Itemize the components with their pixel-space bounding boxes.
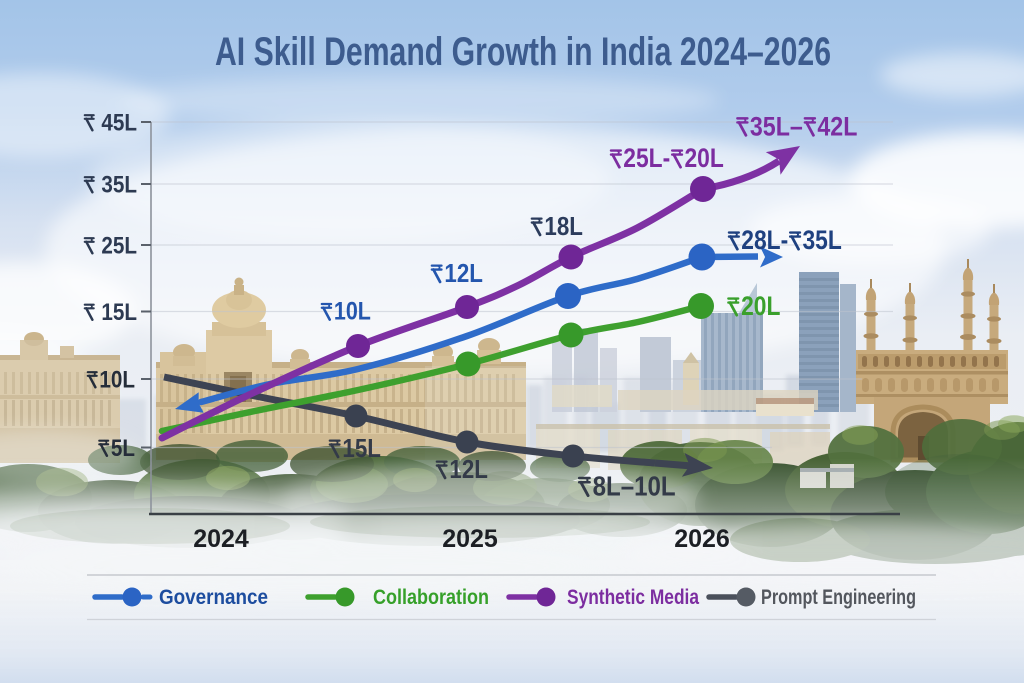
svg-text:Governance: Governance <box>159 586 268 609</box>
svg-text:5L: 5L <box>111 435 135 462</box>
svg-text:15L: 15L <box>342 433 381 463</box>
svg-text:42L: 42L <box>817 111 857 141</box>
svg-text:25L-: 25L- <box>623 143 670 173</box>
svg-text:10L: 10L <box>334 298 371 326</box>
svg-text:20L: 20L <box>685 143 724 173</box>
svg-text:15L: 15L <box>101 299 137 326</box>
svg-text:AI Skill Demand Growth in Indi: AI Skill Demand Growth in India 2024–202… <box>215 30 831 74</box>
svg-text:25L: 25L <box>101 232 137 259</box>
svg-text:10L: 10L <box>99 366 135 393</box>
svg-text:2025: 2025 <box>442 525 498 553</box>
svg-text:35L: 35L <box>803 225 842 255</box>
svg-text:12L: 12L <box>449 454 488 484</box>
svg-text:28L-: 28L- <box>741 225 788 255</box>
svg-text:Collaboration: Collaboration <box>373 586 489 609</box>
svg-text:Synthetic Media: Synthetic Media <box>567 586 699 609</box>
svg-text:12L: 12L <box>444 258 483 288</box>
svg-text:45L: 45L <box>101 109 137 136</box>
svg-text:2026: 2026 <box>674 525 730 553</box>
svg-text:18L: 18L <box>544 211 583 241</box>
svg-text:35L: 35L <box>101 171 137 198</box>
svg-text:35L–: 35L– <box>750 111 803 141</box>
svg-text:20L: 20L <box>741 291 780 321</box>
svg-text:8L–10L: 8L–10L <box>593 471 676 502</box>
svg-text:Prompt Engineering: Prompt Engineering <box>761 586 916 609</box>
svg-text:2024: 2024 <box>193 525 249 553</box>
